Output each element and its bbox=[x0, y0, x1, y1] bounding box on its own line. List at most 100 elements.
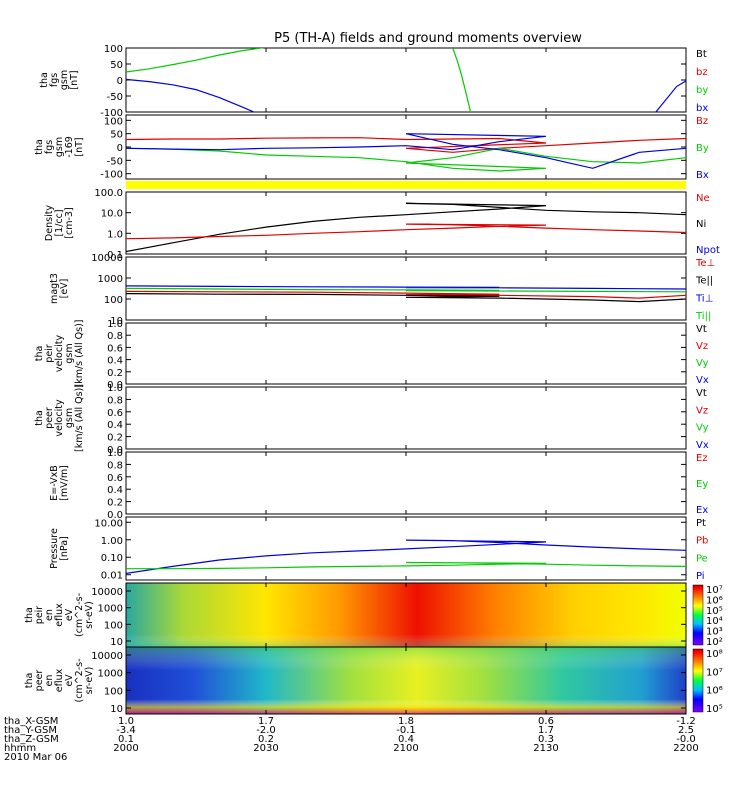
y-tick-label: 10.00 bbox=[94, 518, 123, 529]
legend-Ey: Ey bbox=[696, 479, 708, 490]
y-tick-label: 0.0 bbox=[107, 380, 123, 391]
series-group bbox=[126, 539, 686, 574]
legend-Ez: Ez bbox=[696, 453, 708, 464]
legend-By: By bbox=[696, 143, 709, 154]
colorbar-tick-label: 10⁶ bbox=[706, 595, 723, 606]
y-axis-label: Pressure bbox=[49, 528, 60, 569]
y-tick-label: 10 bbox=[110, 704, 123, 715]
y-tick-label: 0.2 bbox=[107, 368, 123, 379]
panel-peer_spec: 10⁸ 10⁷ 10⁶ 10⁵ 10000 1000 100 10 tha peer en eflux… bbox=[24, 646, 723, 715]
y-tick-label: 0.8 bbox=[107, 460, 123, 471]
y-tick-label: 0.6 bbox=[107, 473, 123, 484]
legend-Vy: Vy bbox=[696, 358, 709, 369]
y-tick-label: 1000 bbox=[98, 274, 123, 285]
colorbar-tick-label: 10⁷ bbox=[706, 667, 723, 678]
legend-Vt: Vt bbox=[696, 324, 707, 335]
x-row-value: -2.0 bbox=[256, 725, 276, 736]
x-row-value: -0.0 bbox=[676, 734, 696, 745]
y-tick-label: 10 bbox=[110, 316, 123, 327]
y-tick-label: 1000 bbox=[98, 669, 123, 680]
x-row-value: -3.4 bbox=[116, 725, 136, 736]
y-axis-label: [mV/m] bbox=[59, 465, 70, 501]
y-tick-label: 100 bbox=[104, 44, 123, 55]
x-row-value: 1.7 bbox=[258, 716, 274, 727]
colorbar-tick-label: 10³ bbox=[706, 627, 723, 638]
legend-Ex: Ex bbox=[696, 505, 708, 516]
series-Ti|| bbox=[126, 287, 686, 293]
y-tick-label: 0.01 bbox=[101, 571, 123, 582]
legend-Vx: Vx bbox=[696, 375, 709, 386]
legend-Bt: Bt bbox=[696, 49, 707, 60]
legend-bx: bx bbox=[696, 103, 708, 114]
y-tick-label: 0.0 bbox=[107, 445, 123, 456]
y-tick-label: 0.10 bbox=[101, 553, 123, 564]
panel-pressure: 10.00 1.00 0.10 0.01 Pressure [nPa] Pt Pb Pe Pi bbox=[49, 516, 708, 582]
legend-Vz: Vz bbox=[696, 405, 708, 416]
y-axis-label: [cm-3] bbox=[64, 207, 75, 238]
legend-Npot: Npot bbox=[696, 245, 720, 256]
panel-frame bbox=[125, 386, 687, 450]
spectrogram-overlay bbox=[126, 647, 686, 714]
y-axis-label: magt3 bbox=[49, 273, 60, 304]
y-tick-label: 100 bbox=[104, 295, 123, 306]
series-group bbox=[126, 133, 686, 172]
x-row-label: tha_Z-GSM bbox=[4, 734, 59, 745]
y-axis-label: fgs bbox=[44, 140, 55, 154]
y-axis-label: (cm^2-s- bbox=[74, 593, 85, 637]
y-tick-label: 0.1 bbox=[107, 250, 123, 261]
y-axis-label: tha bbox=[24, 673, 35, 689]
y-axis-label: (cm^2-s- bbox=[74, 659, 85, 703]
y-axis-label: E=-VxB bbox=[49, 465, 60, 500]
page-title: P5 (TH-A) fields and ground moments over… bbox=[274, 31, 582, 46]
x-row-value: 2.5 bbox=[678, 725, 694, 736]
y-axis-label: eV bbox=[64, 674, 75, 687]
x-row-value: 2100 bbox=[393, 743, 418, 754]
series-Te|| bbox=[126, 280, 686, 303]
colorbar-tick-label: 10⁴ bbox=[706, 616, 723, 627]
y-tick-label: -50 bbox=[107, 156, 123, 167]
y-axis-label: -169 bbox=[64, 136, 75, 158]
panel-fgl: 100 50 0 -50 -100 tha fgs gsm -169 [nT] Bz By Bx bbox=[34, 114, 709, 181]
y-tick-label: 1000 bbox=[98, 604, 123, 615]
y-axis-label: eV bbox=[64, 608, 75, 621]
x-row-value: 2200 bbox=[673, 743, 698, 754]
legend-Pt: Pt bbox=[696, 518, 706, 529]
y-tick-label: 0 bbox=[117, 76, 123, 87]
y-axis-label: gsm bbox=[64, 343, 75, 363]
legend-by: by bbox=[696, 85, 708, 96]
legend-Ne: Ne bbox=[696, 193, 710, 204]
x-row-label: tha_Y-GSM bbox=[4, 725, 57, 736]
legend-Ti||: Ti|| bbox=[695, 311, 711, 322]
series-By bbox=[126, 147, 686, 172]
y-tick-label: 0 bbox=[117, 143, 123, 154]
y-axis-label: tha bbox=[34, 410, 45, 426]
colorbar-tick-label: 10⁵ bbox=[706, 606, 723, 617]
y-axis-label: en bbox=[44, 675, 55, 687]
x-row-value: 1.7 bbox=[538, 725, 554, 736]
legend-Bz: Bz bbox=[696, 116, 708, 127]
y-tick-label: 0.8 bbox=[107, 395, 123, 406]
colorbar-tick-label: 10⁶ bbox=[706, 686, 723, 697]
y-axis-label: tha bbox=[34, 139, 45, 155]
panel-magt3: 10000 1000 100 10 magt3 [eV] Te⊥ Te|| Ti⊥ Ti|| bbox=[49, 253, 715, 327]
legend-bz: bz bbox=[696, 67, 708, 78]
y-axis-label: [km/s (All Qs)] bbox=[74, 384, 85, 452]
y-axis-label: velocity bbox=[54, 399, 65, 437]
series-Pi bbox=[126, 539, 686, 574]
y-axis-label: peir bbox=[34, 606, 45, 625]
series-group bbox=[126, 277, 686, 303]
x-row-value: 0.3 bbox=[538, 734, 554, 745]
x-row-label: tha_X-GSM bbox=[4, 716, 58, 727]
series-Te⊥ bbox=[126, 277, 686, 299]
legend-Ti⊥: Ti⊥ bbox=[695, 293, 713, 304]
legend-Vy: Vy bbox=[696, 423, 709, 434]
y-tick-label: 1.0 bbox=[107, 383, 123, 394]
x-row-value: -1.2 bbox=[676, 716, 696, 727]
legend-Pb: Pb bbox=[696, 536, 708, 547]
y-axis-label: en bbox=[44, 609, 55, 621]
series-group bbox=[126, 48, 686, 112]
